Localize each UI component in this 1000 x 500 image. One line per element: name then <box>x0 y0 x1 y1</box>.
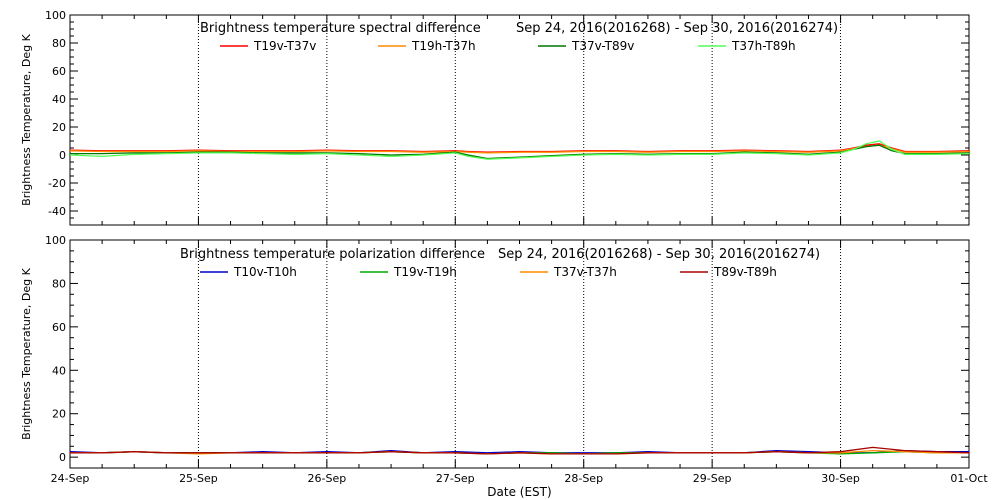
x-axis-label: Date (EST) <box>487 485 551 499</box>
y-axis-label: Brightness Temperature, Deg K <box>20 33 33 205</box>
x-tick-label: 01-Oct <box>950 472 988 485</box>
legend-label: T89v-T89h <box>713 265 777 279</box>
y-tick-label: 40 <box>52 93 66 106</box>
y-tick-label: 20 <box>52 121 66 134</box>
legend-label: T37h-T89h <box>731 39 796 53</box>
chart-date-range: Sep 24, 2016(2016268) - Sep 30, 2016(201… <box>498 247 820 262</box>
y-tick-label: 20 <box>52 408 66 421</box>
series-line <box>69 140 970 160</box>
chart-title: Brightness temperature spectral differen… <box>200 21 481 36</box>
series-line <box>70 446 970 455</box>
legend-label: T37v-T37h <box>553 265 617 279</box>
legend-label: T37v-T89v <box>571 39 634 53</box>
legend-label: T10v-T10h <box>233 265 297 279</box>
plot-frame <box>69 239 970 469</box>
y-tick-label: 100 <box>45 234 66 247</box>
x-tick-label: 28-Sep <box>564 472 603 485</box>
legend-label: T19v-T37v <box>253 39 316 53</box>
series-line <box>70 144 970 160</box>
x-tick-label: 29-Sep <box>693 472 732 485</box>
legend-label: T19h-T37h <box>411 39 476 53</box>
y-tick-label: 0 <box>59 451 66 464</box>
x-tick-label: 30-Sep <box>821 472 860 485</box>
y-tick-label: -40 <box>48 205 66 218</box>
x-tick-label: 25-Sep <box>179 472 218 485</box>
legend-label: T19v-T19h <box>393 265 457 279</box>
y-tick-label: -20 <box>48 177 66 190</box>
x-tick-label: 24-Sep <box>51 472 90 485</box>
y-tick-label: 80 <box>52 37 66 50</box>
spectral-difference-panel: -40 -20 0 20 40 60 80 100 Brightness Temperature… <box>20 9 970 226</box>
y-tick-label: 60 <box>52 321 66 334</box>
y-tick-label: 80 <box>52 277 66 290</box>
chart-date-range: Sep 24, 2016(2016268) - Sep 30, 2016(201… <box>516 21 838 36</box>
chart-title: Brightness temperature polarization diff… <box>180 247 485 262</box>
y-tick-label: 60 <box>52 65 66 78</box>
plot-frame <box>69 14 970 226</box>
y-tick-label: 0 <box>59 149 66 162</box>
x-tick-label: 27-Sep <box>436 472 475 485</box>
x-tick-label: 26-Sep <box>308 472 347 485</box>
y-tick-label: 100 <box>45 9 66 22</box>
polarization-difference-panel: 24-Sep 25-Sep 26-Sep 27-Sep 28-Sep 29-Sep 30-S… <box>20 234 988 499</box>
y-axis-label: Brightness Temperature, Deg K <box>20 267 33 439</box>
y-tick-label: 40 <box>52 364 66 377</box>
